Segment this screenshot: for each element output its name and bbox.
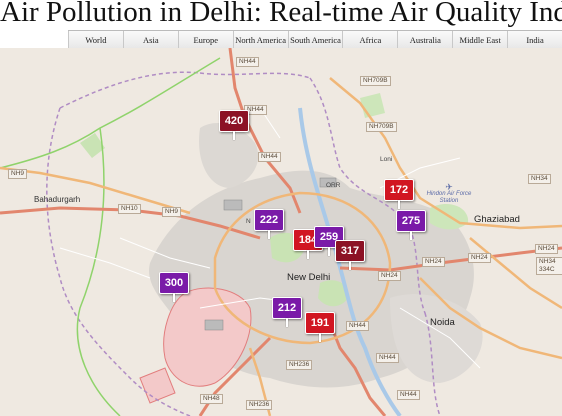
highway-nh44-south — [328, 322, 387, 416]
road-label: NH236 — [286, 360, 313, 370]
road-label: NH24 — [468, 253, 491, 263]
airport-runway — [223, 199, 243, 211]
place-new-delhi: New Delhi — [287, 272, 331, 283]
nav-asia[interactable]: Asia — [122, 31, 178, 48]
road-label: NH44 — [376, 353, 399, 363]
place-hindon: ✈ Hindon Air Force Station — [426, 182, 472, 205]
highway-ring — [213, 191, 392, 345]
place-partial-label: N — [246, 218, 251, 225]
nav-australia[interactable]: Australia — [397, 31, 452, 48]
nav-india[interactable]: India — [507, 31, 562, 48]
urban-area — [199, 123, 259, 188]
nav-world[interactable]: World — [68, 31, 123, 48]
park — [80, 133, 105, 158]
map[interactable]: NH44 NH44 NH709B NH709B NH44 NH9 NH10 NH… — [0, 48, 562, 416]
highway-east — [419, 277, 562, 360]
place-bahadurgarh: Bahadurgarh — [34, 195, 81, 204]
nav-africa[interactable]: Africa — [342, 31, 397, 48]
river — [298, 107, 402, 416]
aqi-marker[interactable]: 420 — [219, 110, 249, 140]
airport-runway — [204, 319, 224, 331]
road-label: NH709B — [366, 122, 397, 132]
aqi-marker[interactable]: 172 — [384, 179, 414, 209]
road-label: NH44 — [236, 57, 259, 67]
title-bar: Air Pollution in Delhi: Real-time Air Qu… — [0, 0, 562, 30]
road-label: NH9 — [8, 169, 28, 179]
aqi-marker[interactable]: 212 — [272, 297, 302, 327]
nav-south-america[interactable]: South America — [287, 31, 343, 48]
road-minor — [59, 107, 481, 369]
highway-nh10 — [0, 206, 261, 240]
aqi-marker[interactable]: 222 — [254, 209, 284, 239]
road-label: NH9 — [162, 207, 182, 217]
map-base — [0, 48, 562, 416]
road-label: NH24 — [422, 257, 445, 267]
border-green — [0, 57, 221, 416]
road-label: NH709B — [360, 76, 391, 86]
road-label: NH10 — [118, 204, 141, 214]
page-title: Air Pollution in Delhi: Real-time Air Qu… — [0, 0, 562, 28]
place-loni: Loni — [380, 156, 393, 163]
place-ghaziabad: Ghaziabad — [474, 214, 520, 225]
hindon-label: Hindon Air Force Station — [426, 191, 472, 204]
park — [318, 280, 349, 307]
highway-nh24 — [339, 246, 562, 272]
aqi-marker[interactable]: 300 — [159, 272, 189, 302]
road-label: NH24 — [535, 244, 558, 254]
urban-area — [390, 294, 483, 383]
highway-nh44-north — [228, 48, 302, 214]
road-label: NH24 — [378, 271, 401, 281]
nav-middle-east[interactable]: Middle East — [452, 31, 507, 48]
road-label: NH44 — [346, 321, 369, 331]
park — [360, 93, 385, 118]
place-noida: Noida — [430, 317, 455, 328]
place-orr: ORR — [326, 182, 341, 189]
highway-nh48 — [198, 336, 272, 416]
aqi-marker[interactable]: 317 — [335, 240, 365, 270]
road-label: NH48 — [200, 394, 223, 404]
nav-europe[interactable]: Europe — [177, 31, 233, 48]
airport-runway — [319, 177, 337, 188]
border — [46, 71, 441, 416]
airplane-icon: ✈ — [445, 182, 453, 192]
region-nav: World Asia Europe North America South Am… — [68, 30, 562, 49]
aqi-marker[interactable]: 191 — [305, 312, 335, 342]
road-label: NH34 334C — [536, 257, 562, 275]
road-label: NH34 — [528, 174, 551, 184]
highway-nh34 — [469, 237, 562, 310]
restricted-area — [139, 367, 176, 404]
road-label: NH44 — [397, 390, 420, 400]
road-label: NH236 — [246, 400, 273, 410]
road-label: NH44 — [258, 152, 281, 162]
aqi-marker[interactable]: 275 — [396, 210, 426, 240]
nav-north-america[interactable]: North America — [232, 31, 288, 48]
